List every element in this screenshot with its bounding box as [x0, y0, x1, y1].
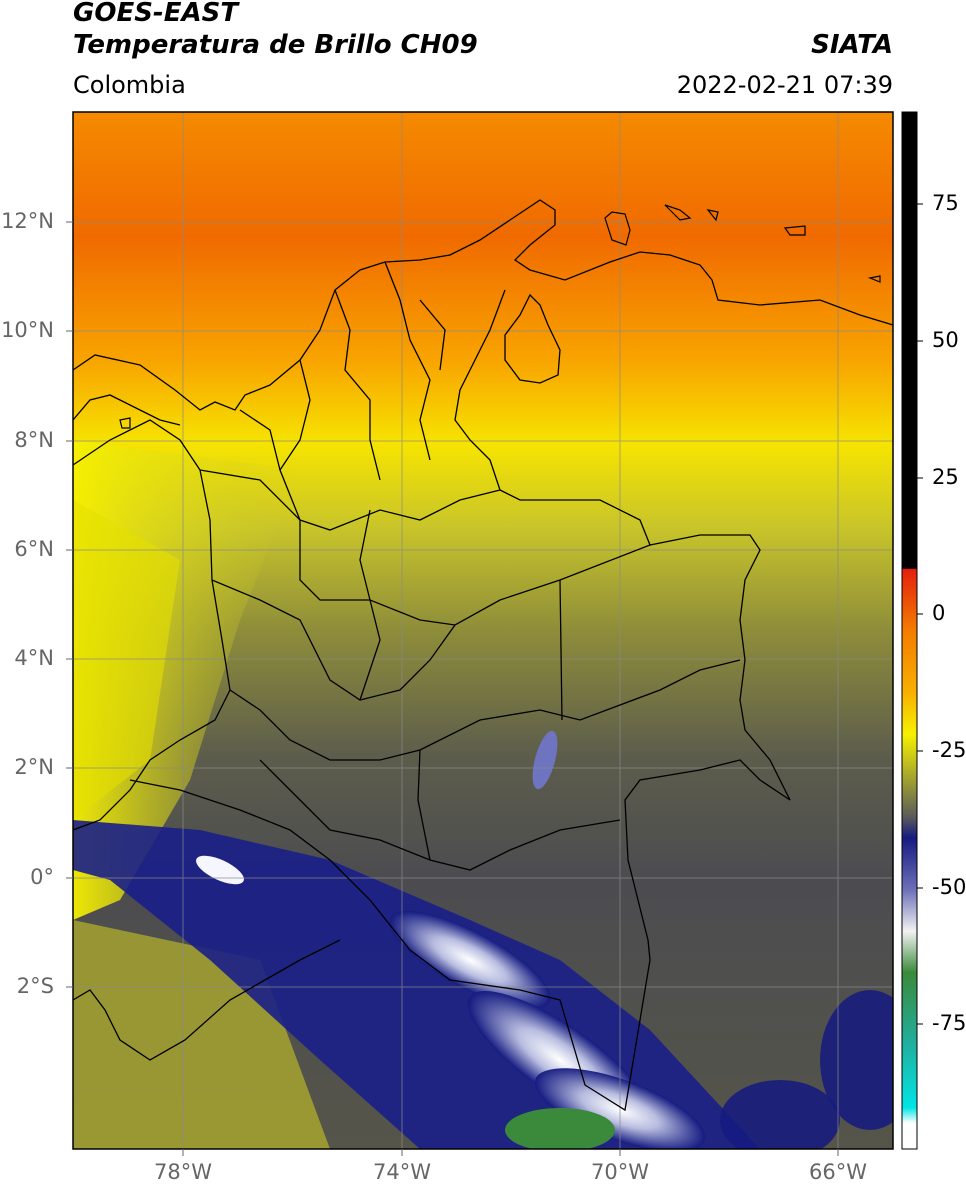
graticule: [73, 112, 893, 1149]
product-title: Temperatura de Brillo CH09: [73, 30, 478, 60]
brightness-temperature-field: [73, 112, 893, 1149]
lat-label-8n: 8°N: [14, 428, 54, 452]
lat-label-12n: 12°N: [1, 209, 54, 233]
colorbar-tick-50: 50: [932, 328, 959, 352]
colorbar-tick-75: 75: [932, 191, 959, 215]
coastlines-and-borders: [73, 199, 893, 1112]
axis-ticks: [66, 221, 839, 1156]
convective-cloud-band: [73, 730, 893, 1149]
lon-label-74w: 74°W: [373, 1160, 431, 1184]
islands: [119, 204, 881, 429]
org-label: SIATA: [811, 30, 893, 60]
colorbar-tick-neg75: -75: [932, 1011, 966, 1035]
lat-label-10n: 10°N: [1, 318, 54, 342]
satellite-title: GOES-EAST: [73, 0, 239, 28]
colorbar-tick-neg50: -50: [932, 875, 966, 899]
colorbar: [901, 111, 923, 1150]
colorbar-tick-25: 25: [932, 465, 959, 489]
map-frame: [72, 111, 894, 1150]
lat-label-4n: 4°N: [14, 646, 54, 670]
lat-label-2s: 2°S: [16, 974, 54, 998]
lat-label-6n: 6°N: [14, 537, 54, 561]
colorbar-tick-neg25: -25: [932, 738, 966, 762]
region-label: Colombia: [73, 71, 186, 99]
lon-label-70w: 70°W: [591, 1160, 649, 1184]
lat-label-0: 0°: [30, 865, 54, 889]
lon-label-78w: 78°W: [154, 1160, 212, 1184]
colorbar-tick-0: 0: [932, 601, 946, 625]
lat-label-2n: 2°N: [14, 755, 54, 779]
lon-label-66w: 66°W: [809, 1160, 867, 1184]
datetime-label: 2022-02-21 07:39: [676, 71, 893, 99]
